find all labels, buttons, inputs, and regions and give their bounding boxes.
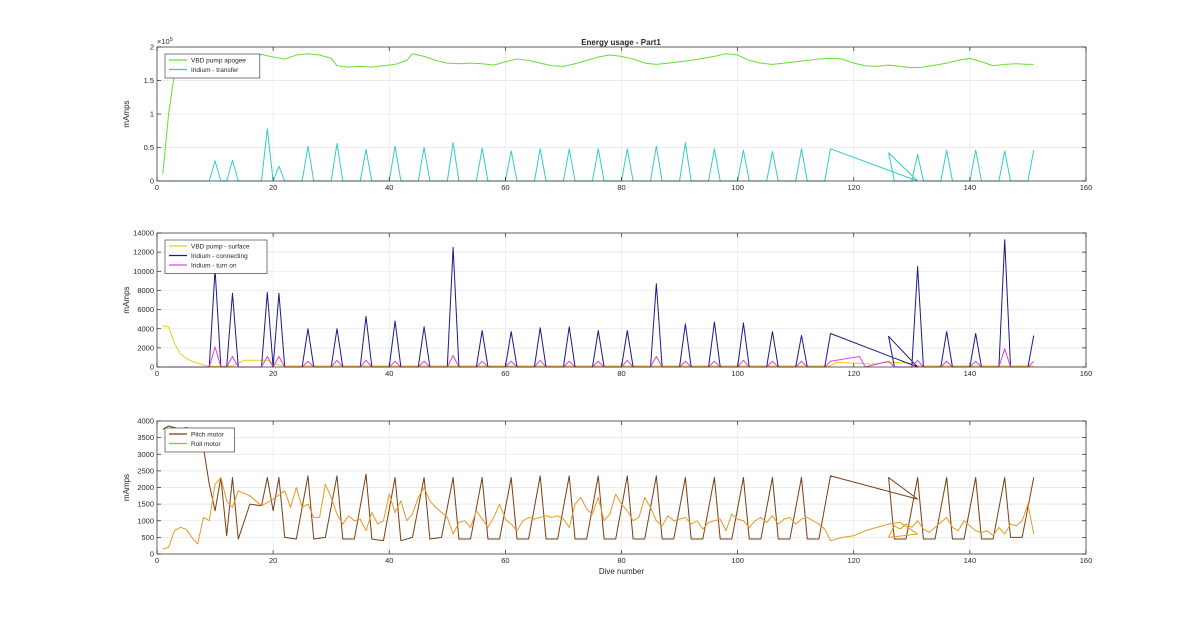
panel-2-y-tick-label: 10000 [133, 267, 154, 276]
panel-2-x-tick-label: 40 [385, 369, 393, 378]
panel-3-x-tick-label: 20 [269, 556, 277, 565]
panel-3-y-tick-label: 2500 [137, 466, 154, 475]
panel-3-legend [164, 427, 235, 453]
panel-3-series-roll-motor [162, 477, 1035, 550]
panel-1-legend-label: VBD pump apogee [191, 57, 246, 64]
panel-3: 0 20 40 60 80 100 120 140 160 0 500 1000 1500 2000 250… [122, 417, 1092, 576]
panel-1-x-tick-label: 80 [617, 183, 625, 192]
panel-2-legend-label: VBD pump - surface [191, 243, 250, 250]
panel-2-x-tick-label: 160 [1080, 369, 1093, 378]
panel-3-y-tick-label: 3500 [137, 433, 154, 442]
panel-3-y-tick-label: 2000 [137, 483, 154, 492]
panel-2-x-tick-label: 0 [155, 369, 159, 378]
panel-2-y-tick-label: 12000 [133, 248, 154, 257]
panel-3-series-pitch-motor [162, 425, 1035, 542]
panel-3-y-tick-label: 1000 [137, 516, 154, 525]
panel-1-y-tick-label: 0 [150, 177, 154, 186]
panel-3-legend-label: Roll motor [191, 441, 221, 448]
panel-1-x-tick-label: 140 [964, 183, 977, 192]
panel-3-x-tick-label: 40 [385, 556, 393, 565]
panel-1-y-exponent-power: 5 [170, 37, 173, 43]
panel-3-x-tick-label: 0 [155, 556, 159, 565]
panel-2-legend-label: Iridium - turn on [191, 262, 237, 269]
panel-2-y-tick-label: 14000 [133, 229, 154, 238]
panel-3-y-tick-label: 4000 [137, 417, 154, 426]
panel-1-legend-label: Iridium - transfer [191, 67, 239, 74]
panel-3-x-tick-label: 120 [847, 556, 860, 565]
panel-3-x-tick-label: 140 [964, 556, 977, 565]
panel-2-x-tick-label: 20 [269, 369, 277, 378]
panel-1-x-tick-label: 100 [731, 183, 744, 192]
panel-3-legend-label: Pitch motor [191, 431, 225, 438]
panel-1-x-tick-label: 160 [1080, 183, 1093, 192]
panel-3-x-tick-label: 60 [501, 556, 509, 565]
panel-2-legend-label: Iridium - connecting [191, 253, 248, 260]
panel-3-y-axis-label: mAmps [122, 474, 131, 501]
panel-3-y-tick-label: 500 [141, 533, 154, 542]
panel-1-y-tick-label: 1 [150, 110, 154, 119]
panel-1-y-exponent-label: ×105 [157, 37, 173, 46]
panel-2-x-tick-label: 60 [501, 369, 509, 378]
panel-1-y-tick-label: 2 [150, 43, 154, 52]
panel-1-y-axis-label: mAmps [122, 100, 131, 127]
panel-2-x-tick-label: 140 [964, 369, 977, 378]
panel-3-y-tick-label: 3000 [137, 450, 154, 459]
panel-2-x-tick-label: 100 [731, 369, 744, 378]
panel-1-legend [164, 53, 261, 79]
panel-3-x-tick-label: 100 [731, 556, 744, 565]
panel-3-x-axis-label: Dive number [599, 567, 645, 576]
panel-2-y-tick-label: 2000 [137, 343, 154, 352]
panel-1-x-tick-label: 60 [501, 183, 509, 192]
panel-1-series-vbd-pump-apogee [162, 53, 1034, 175]
panel-1-y-tick-label: 0.5 [144, 143, 154, 152]
panel-2: 0 20 40 60 80 100 120 140 160 0 2000 4000 6000 8000 10… [122, 229, 1092, 378]
panel-2-y-tick-label: 4000 [137, 324, 154, 333]
panel-1-y-tick-label: 1.5 [144, 76, 154, 85]
panel-3-x-tick-label: 160 [1080, 556, 1093, 565]
panel-1-x-tick-label: 0 [155, 183, 159, 192]
panel-1-x-tick-label: 40 [385, 183, 393, 192]
panel-2-y-tick-label: 8000 [137, 286, 154, 295]
panel-1: 0 20 40 60 80 100 120 140 160 0 0.5 1 1.5 2×105 mAmps V… [122, 37, 1092, 192]
panel-3-y-tick-label: 0 [150, 550, 154, 559]
panel-2-x-tick-label: 80 [617, 369, 625, 378]
panel-2-y-tick-label: 0 [150, 363, 154, 372]
panel-3-x-tick-label: 80 [617, 556, 625, 565]
panel-1-x-tick-label: 120 [847, 183, 860, 192]
figure-title: Energy usage - Part1 [581, 38, 661, 47]
panel-1-x-tick-label: 20 [269, 183, 277, 192]
panel-2-y-axis-label: mAmps [122, 286, 131, 313]
panel-2-y-tick-label: 6000 [137, 305, 154, 314]
panel-2-x-tick-label: 120 [847, 369, 860, 378]
panel-3-y-tick-label: 1500 [137, 500, 154, 509]
panel-2-series-vbd-pump-surface [162, 325, 1034, 368]
